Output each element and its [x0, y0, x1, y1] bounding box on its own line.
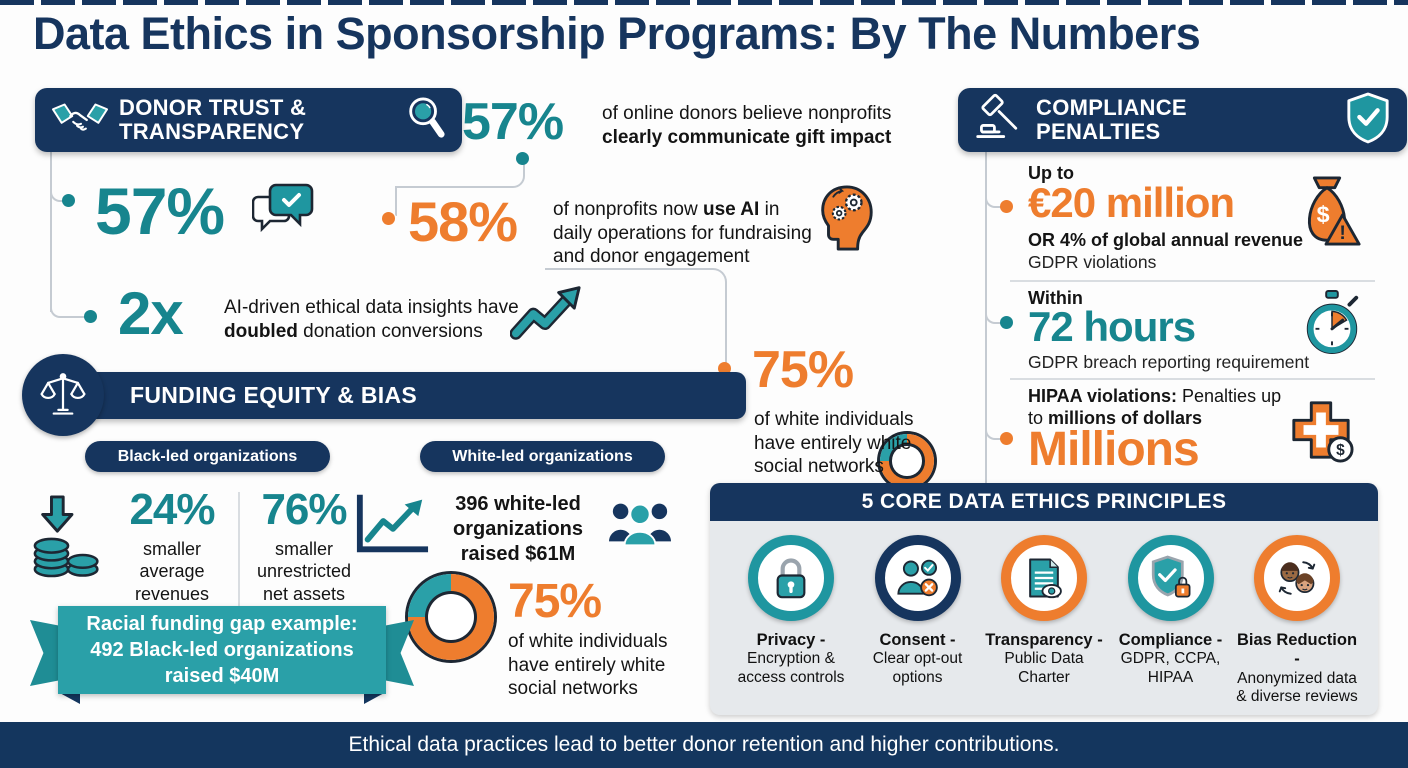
stat-online-donors-value: 57%: [462, 93, 564, 151]
connector-line: [50, 152, 52, 312]
chat-check-icon: [251, 180, 316, 243]
stat-white-networks-text: of white individuals have entirely white…: [508, 631, 668, 700]
bullet-dot: [1000, 432, 1013, 445]
connector-line: [985, 186, 1005, 208]
consent-people-icon: [874, 535, 961, 621]
trend-up-arrow-icon: [509, 284, 584, 347]
compliance-header: COMPLIANCE PENALTIES: [958, 88, 1407, 152]
principle-bias: Bias Reduction - Anonymized data & divers…: [1234, 535, 1360, 707]
bullet-dot: [84, 310, 97, 323]
principles-columns: Privacy - Encryption & access controls C: [710, 521, 1378, 707]
principle-privacy: Privacy - Encryption & access controls: [728, 535, 854, 707]
svg-text:$: $: [1336, 442, 1345, 459]
stat-assets: 76% smaller unrestricted net assets: [248, 488, 360, 605]
connector-line: [395, 162, 525, 188]
stat-doubled-text: AI-driven ethical data insights have dou…: [224, 297, 519, 342]
stopwatch-icon: [1300, 288, 1364, 363]
connector-line: [985, 152, 987, 542]
principle-privacy-label: Privacy - Encryption & access controls: [737, 631, 845, 686]
section-divider: [1010, 378, 1375, 380]
lock-icon: [748, 535, 834, 621]
bullet-dot: [516, 152, 529, 165]
footer-text: Ethical data practices lead to better do…: [348, 733, 1060, 756]
principle-bias-label: Bias Reduction - Anonymized data & divers…: [1236, 631, 1358, 706]
breach-pre: Within: [1028, 288, 1083, 308]
connector-line: [50, 294, 88, 318]
connector-line: [985, 418, 1005, 440]
stat-assets-value: 76%: [261, 485, 347, 534]
funding-equity-title: FUNDING EQUITY & BIAS: [130, 381, 418, 408]
bullet-dot: [718, 362, 731, 375]
principle-consent: Consent - Clear opt-out options: [855, 535, 981, 707]
coins-decline-icon: [30, 492, 112, 585]
principle-consent-label: Consent - Clear opt-out options: [872, 631, 963, 686]
page-title: Data Ethics in Sponsorship Programs: By …: [33, 8, 1201, 59]
principle-transparency-label: Transparency - Public Data Charter: [985, 631, 1103, 686]
hipaa-value: Millions: [1028, 423, 1200, 476]
breach-value: 72 hours: [1028, 303, 1196, 350]
stat-revenue: 24% smaller average revenues: [112, 488, 232, 605]
stat-network-mid-text: of white individuals have entirely white…: [754, 409, 914, 478]
connector-line: [50, 180, 68, 202]
top-dashed-border: [0, 0, 1408, 5]
bullet-dot: [62, 194, 75, 207]
stat-divider: [238, 492, 240, 606]
breach-label: GDPR breach reporting requirement: [1028, 352, 1310, 372]
document-eye-icon: [1001, 535, 1087, 621]
stat-ai-use-text: of nonprofits now use AI in daily operat…: [553, 199, 812, 268]
principle-compliance: Compliance - GDPR, CCPA, HIPAA: [1108, 535, 1234, 707]
stat-ai-use-value: 58%: [408, 190, 518, 253]
magnifier-icon: [404, 94, 446, 147]
section-divider: [1010, 280, 1375, 282]
shield-check-icon: [1345, 91, 1391, 150]
diverse-faces-icon: [1254, 535, 1340, 621]
people-group-icon: [608, 500, 672, 551]
stat-doubled-value: 2x: [118, 280, 184, 347]
stat-revenue-value: 24%: [129, 485, 215, 534]
pill-white-led: White-led organizations: [420, 441, 665, 472]
gdpr-fine-alt: OR 4% of global annual revenue: [1028, 230, 1304, 250]
principle-compliance-label: Compliance - GDPR, CCPA, HIPAA: [1118, 631, 1223, 686]
white-networks-donut-chart: [408, 574, 494, 660]
gdpr-fine-pre: Up to: [1028, 163, 1074, 183]
racial-funding-gap-ribbon: Racial funding gap example: 492 Black-le…: [58, 606, 386, 694]
money-bag-warning-icon: $ !: [1292, 172, 1362, 257]
gavel-icon: [974, 92, 1026, 149]
bullet-dot: [1000, 200, 1013, 213]
scales-icon: [22, 354, 104, 436]
white-networks-donut-small: [880, 434, 934, 488]
donor-trust-title: DONOR TRUST & TRANSPARENCY: [119, 94, 307, 144]
gdpr-fine-value: €20 million: [1028, 179, 1235, 226]
connector-line: [545, 268, 727, 366]
connector-line: [985, 302, 1005, 324]
gdpr-fine-label: GDPR violations: [1028, 252, 1157, 272]
stat-white-led-raised: 396 white-led organizations raised $61M: [452, 493, 583, 565]
stat-revenue-label: smaller average revenues: [134, 539, 210, 604]
principles-panel: 5 CORE DATA ETHICS PRINCIPLES Privacy -E…: [710, 483, 1378, 715]
pill-black-led: Black-led organizations: [85, 441, 330, 472]
funding-equity-header: FUNDING EQUITY & BIAS: [60, 372, 746, 419]
stat-online-donors-text: of online donors believe nonprofits clea…: [602, 103, 892, 148]
stat-white-networks-value: 75%: [508, 575, 602, 628]
principles-header: 5 CORE DATA ETHICS PRINCIPLES: [710, 483, 1378, 521]
medical-cross-dollar-icon: $: [1288, 396, 1354, 469]
donor-trust-header: DONOR TRUST & TRANSPARENCY: [35, 88, 462, 152]
ai-brain-icon: [812, 182, 878, 259]
footer-banner: Ethical data practices lead to better do…: [0, 722, 1408, 768]
bullet-dot: [382, 212, 395, 225]
shield-lock-icon: [1127, 535, 1214, 621]
stat-network-mid-value: 75%: [752, 341, 854, 399]
stat-assets-label: smaller unrestricted net assets: [256, 539, 352, 604]
stat-donor-trust-value: 57%: [95, 174, 225, 248]
handshake-icon: [51, 99, 109, 142]
principle-transparency: Transparency - Public Data Charter: [981, 535, 1107, 707]
bullet-dot: [1000, 316, 1013, 329]
growth-chart-icon: [354, 490, 430, 561]
compliance-title: COMPLIANCE PENALTIES: [1036, 94, 1187, 144]
hipaa-text: HIPAA violations: Penalties up to millio…: [1028, 386, 1282, 428]
svg-text:$: $: [1317, 202, 1330, 228]
connector-line: [395, 186, 397, 216]
svg-text:!: !: [1339, 222, 1345, 244]
